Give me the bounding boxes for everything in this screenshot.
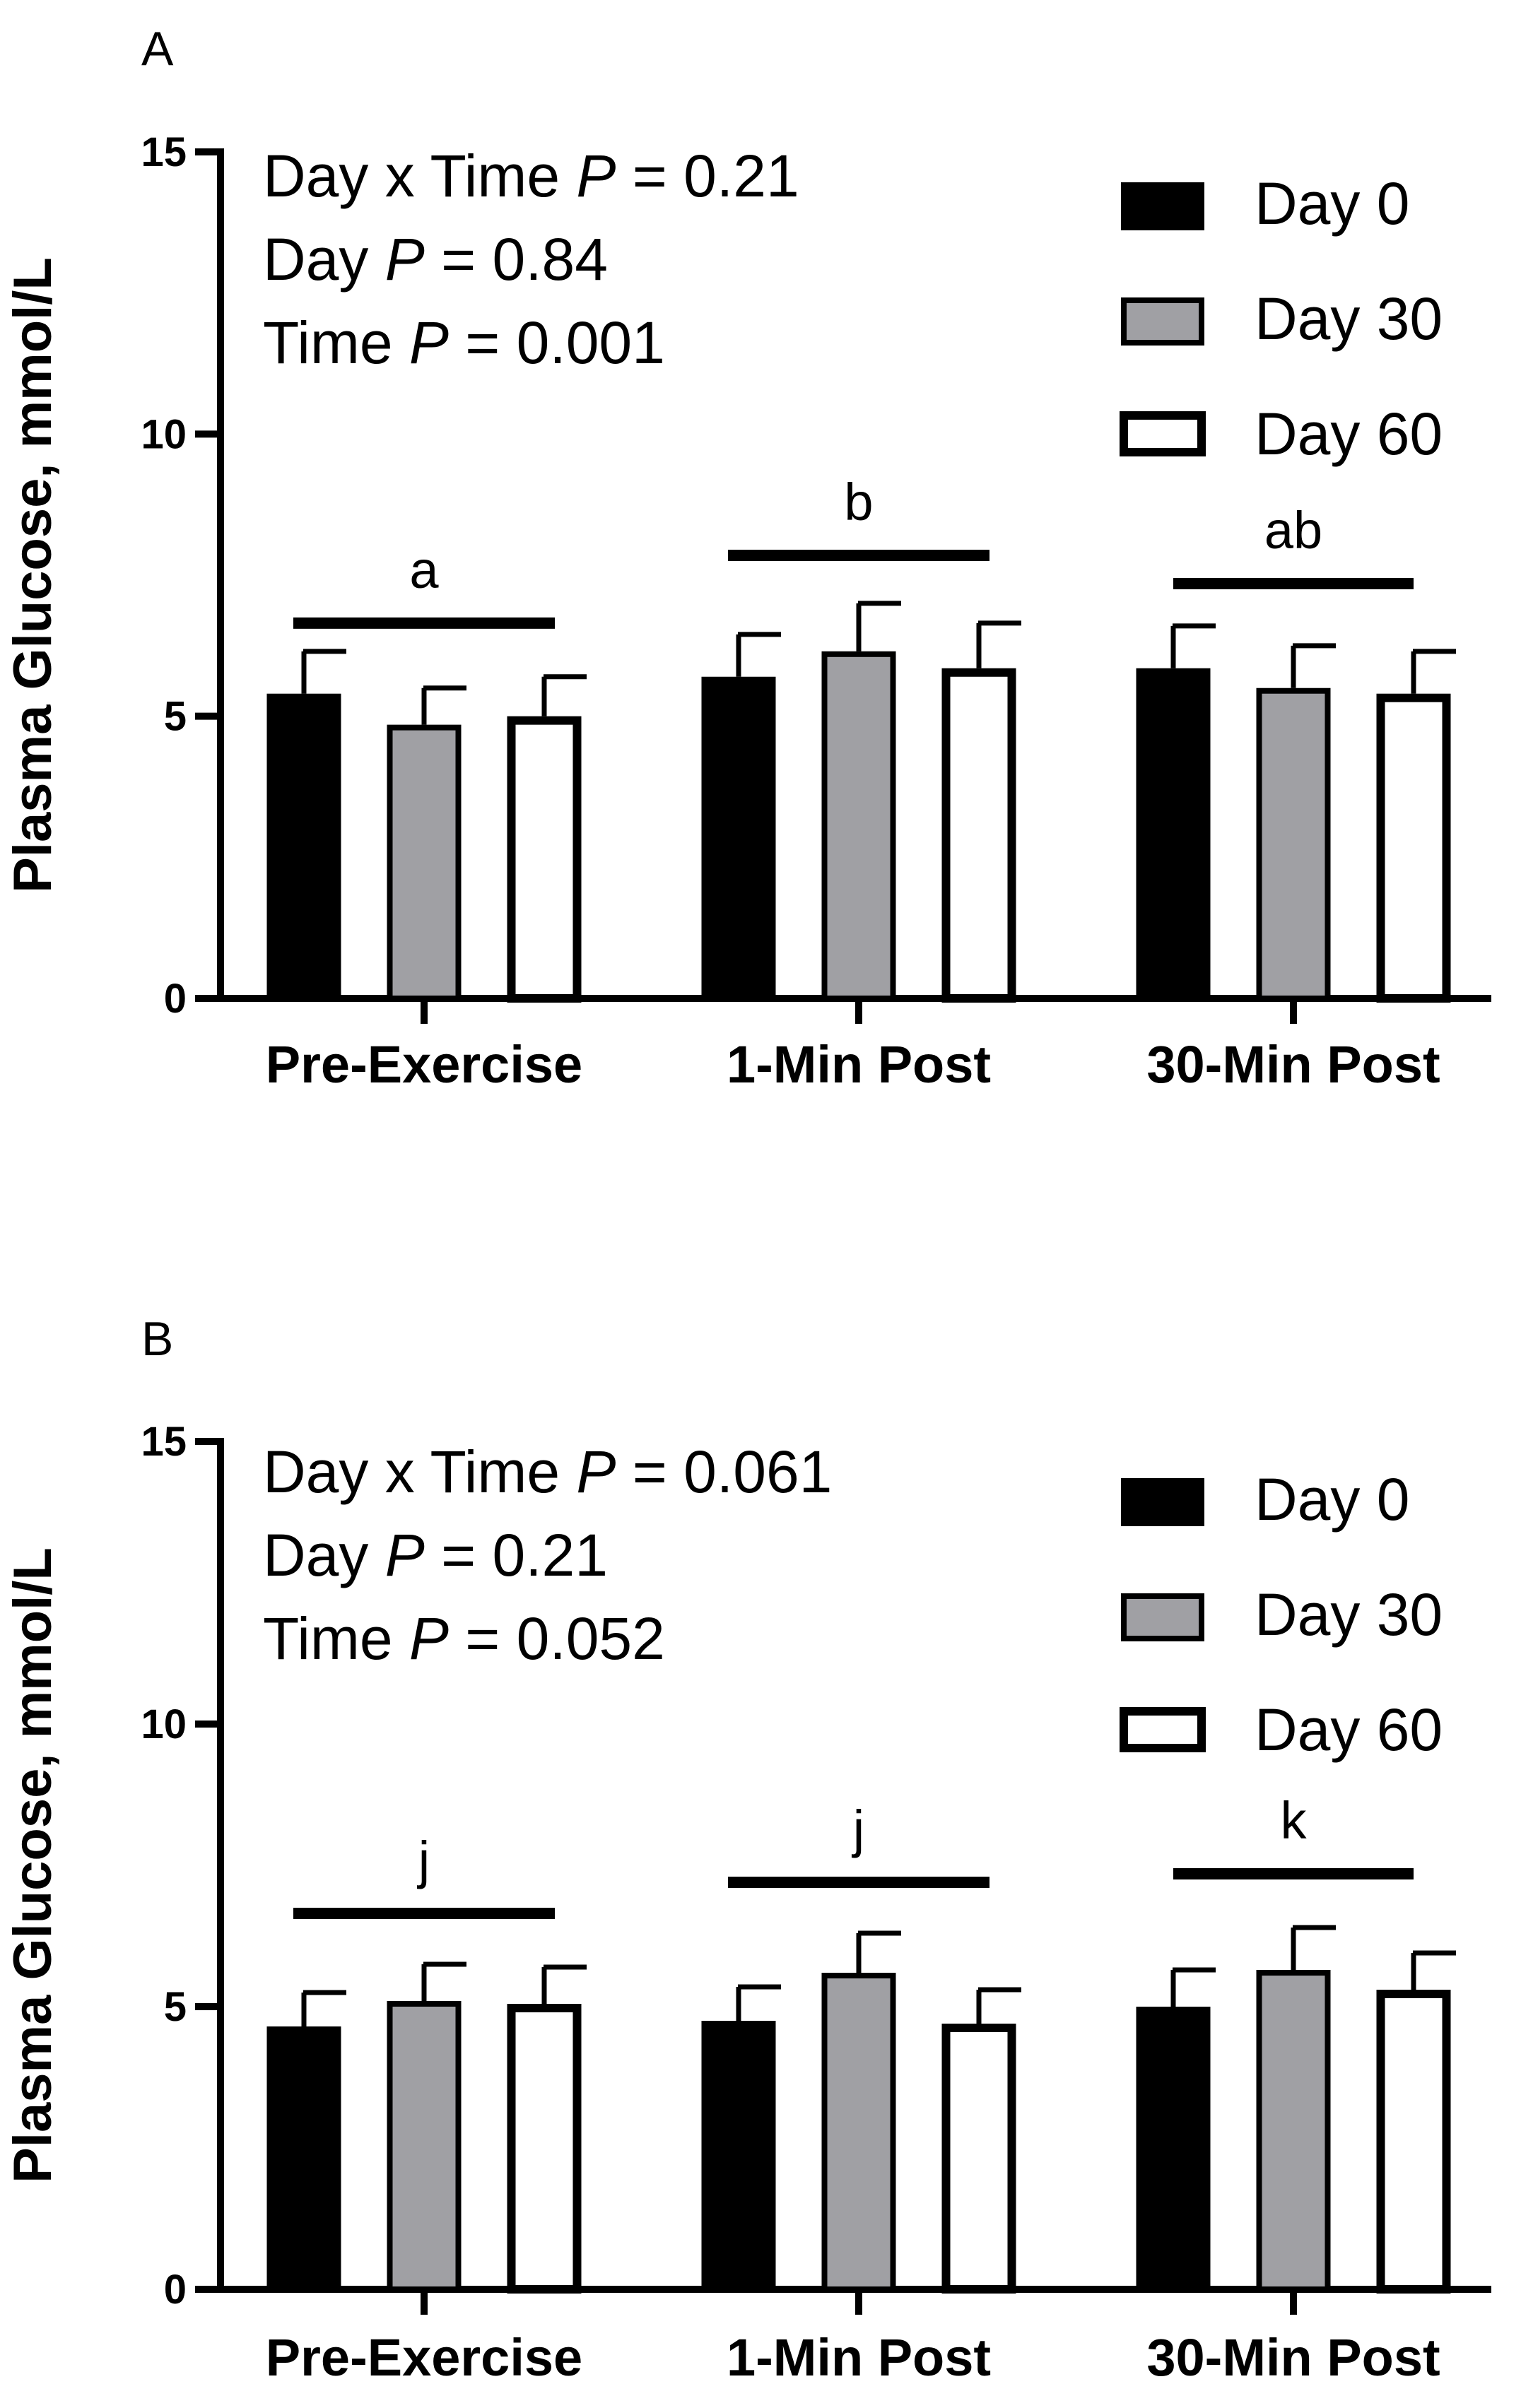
bar-day-60	[507, 716, 582, 1003]
x-tick-label: Pre-Exercise	[266, 2328, 582, 2387]
bar-day-30	[387, 2001, 462, 2292]
legend-label: Day 30	[1255, 1581, 1443, 1648]
significance-letter: ab	[1264, 501, 1322, 560]
bar-day-0	[1136, 668, 1211, 1002]
bar-day-30	[1256, 1970, 1331, 2292]
significance-letter: k	[1281, 1791, 1308, 1850]
legend-label: Day 60	[1255, 1696, 1443, 1763]
stat-line: Day x Time P = 0.21	[263, 143, 799, 209]
bar-day-0	[266, 693, 341, 1001]
significance-letter: b	[844, 473, 873, 531]
legend-label: Day 0	[1255, 170, 1409, 237]
y-tick-label: 5	[164, 1984, 187, 2030]
panel-letter: A	[141, 22, 174, 76]
y-tick-label: 10	[141, 1701, 187, 1747]
legend-swatch	[1121, 1593, 1204, 1641]
legend-swatch	[1120, 1707, 1206, 1752]
legend-swatch	[1121, 1478, 1204, 1526]
chart-panel-a: A Plasma Glucose, mmol/L 0 5 10 15 Pre-Exercis…	[3, 22, 1491, 1094]
bar-day-60	[941, 668, 1016, 1003]
stat-line: Day P = 0.21	[263, 1522, 608, 1588]
y-tick-label: 5	[164, 694, 187, 740]
bar-day-60	[1376, 1990, 1451, 2294]
stat-line: Time P = 0.001	[263, 309, 665, 376]
x-tick-label: 30-Min Post	[1146, 2328, 1440, 2387]
x-tick-label: 1-Min Post	[727, 2328, 991, 2387]
legend-label: Day 30	[1255, 285, 1443, 352]
significance-letter: j	[417, 1831, 430, 1889]
y-axis-label: Plasma Glucose, mmol/L	[3, 257, 63, 893]
y-tick-label: 0	[164, 976, 187, 1022]
stat-line: Time P = 0.052	[263, 1605, 665, 1672]
panel-letter: B	[141, 1312, 173, 1366]
legend-swatch	[1121, 182, 1204, 230]
bar-day-0	[701, 2021, 776, 2292]
significance-letter: j	[852, 1800, 864, 1858]
stat-line: Day x Time P = 0.061	[263, 1439, 832, 1505]
bar-day-0	[1136, 2007, 1211, 2292]
chart-panel-b: B Plasma Glucose, mmol/L 0 5 10 15 Pre-Exercis…	[3, 1312, 1491, 2387]
x-tick-label: Pre-Exercise	[266, 1035, 582, 1094]
x-tick-label: 30-Min Post	[1146, 1035, 1440, 1094]
y-tick-label: 0	[164, 2267, 187, 2313]
bar-day-30	[387, 724, 462, 1001]
bar-day-30	[1256, 687, 1331, 1001]
stat-line: Day P = 0.84	[263, 226, 608, 293]
y-tick-label: 15	[141, 129, 187, 175]
bar-day-60	[507, 2004, 582, 2294]
bar-day-30	[821, 1973, 896, 2292]
bar-day-0	[266, 2026, 341, 2292]
bar-day-60	[1376, 693, 1451, 1003]
legend-label: Day 0	[1255, 1466, 1409, 1533]
y-tick-label: 15	[141, 1419, 187, 1465]
bar-day-60	[941, 2024, 1016, 2294]
y-tick-label: 10	[141, 411, 187, 457]
significance-letter: a	[409, 541, 439, 599]
legend-swatch	[1121, 297, 1204, 346]
legend-swatch	[1120, 411, 1206, 456]
bar-day-30	[821, 651, 896, 1001]
x-tick-label: 1-Min Post	[727, 1035, 991, 1094]
bar-day-0	[701, 676, 776, 1001]
legend-label: Day 60	[1255, 401, 1443, 467]
y-axis-label: Plasma Glucose, mmol/L	[3, 1547, 63, 2183]
